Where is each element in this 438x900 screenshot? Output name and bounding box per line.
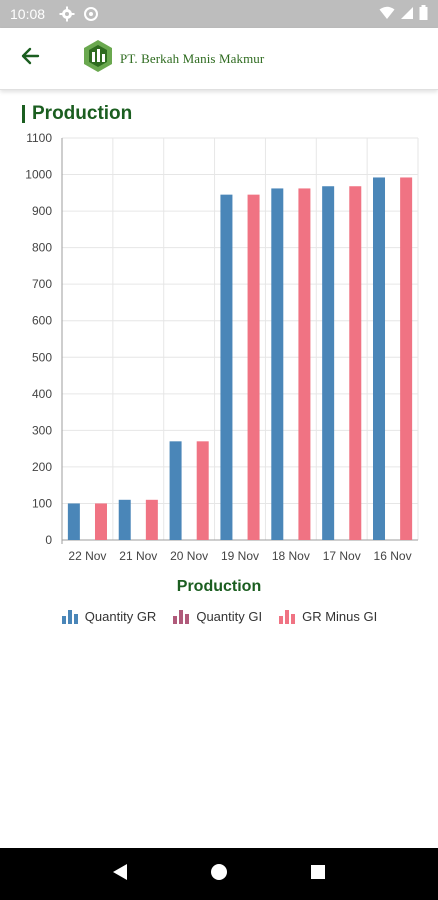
legend-label: Quantity GR xyxy=(84,608,157,624)
x-tick-label: 20 Nov xyxy=(170,549,208,563)
legend-item[interactable]: Quantity GI xyxy=(172,608,262,624)
x-tick-label: 17 Nov xyxy=(323,549,361,563)
bar-gr-minus-gi xyxy=(298,188,311,540)
bar-quantity-gr xyxy=(271,188,284,540)
chart-title: Production xyxy=(176,578,262,595)
data-saver-icon xyxy=(83,6,99,22)
legend-label: GR Minus GI xyxy=(302,608,378,624)
bar-chart-icon xyxy=(173,610,190,624)
y-tick-label: 300 xyxy=(32,423,52,437)
back-button[interactable] xyxy=(0,28,60,90)
nav-home-button[interactable] xyxy=(199,854,239,894)
x-tick-label: 16 Nov xyxy=(374,549,412,563)
x-tick-label: 22 Nov xyxy=(68,549,106,563)
bar-quantity-gr xyxy=(118,499,131,540)
y-tick-label: 700 xyxy=(32,277,52,291)
logo-text: PT. Berkah Manis Makmur xyxy=(120,50,265,66)
bar-gr-minus-gi xyxy=(196,441,209,540)
company-logo: PT. Berkah Manis Makmur xyxy=(80,38,264,79)
bar-gr-minus-gi xyxy=(349,186,362,541)
nav-back-button[interactable] xyxy=(100,854,140,894)
bar-gr-minus-gi xyxy=(94,503,107,540)
bar-gr-minus-gi xyxy=(247,194,260,540)
back-triangle-icon xyxy=(112,863,128,886)
x-tick-label: 19 Nov xyxy=(221,549,259,563)
page-title: Production xyxy=(22,103,132,125)
page-title-text: Production xyxy=(32,103,133,124)
bar-gr-minus-gi xyxy=(400,177,413,540)
x-tick-label: 21 Nov xyxy=(119,549,157,563)
status-time: 10:08 xyxy=(10,6,46,22)
wifi-icon xyxy=(379,6,395,23)
production-bar-chart: 0 100 200 300 400 500 600 700 800 900 1000 1100 22 N… xyxy=(25,131,419,563)
gear-icon xyxy=(59,6,75,22)
legend-item[interactable]: GR Minus GI xyxy=(278,608,377,624)
system-nav-bar xyxy=(0,848,438,900)
recents-square-icon xyxy=(310,864,326,885)
x-tick-label: 18 Nov xyxy=(272,549,310,563)
bar-quantity-gr xyxy=(67,503,80,540)
bar-gr-minus-gi xyxy=(145,499,158,540)
y-tick-label: 900 xyxy=(32,204,52,218)
y-tick-label: 1000 xyxy=(25,168,52,182)
y-tick-label: 400 xyxy=(32,387,52,401)
y-tick-label: 200 xyxy=(32,460,52,474)
chart-legend: Quantity GR Quantity GI GR Minus GI xyxy=(0,608,438,624)
app-bar: PT. Berkah Manis Makmur xyxy=(0,28,438,90)
bar-quantity-gr xyxy=(220,194,233,540)
arrow-left-icon xyxy=(19,45,41,72)
y-tick-label: 500 xyxy=(32,350,52,364)
legend-label: Quantity GI xyxy=(196,608,263,624)
battery-icon xyxy=(419,5,428,23)
bar-chart-icon xyxy=(279,610,296,624)
title-accent-bar xyxy=(22,105,25,123)
signal-icon xyxy=(400,6,414,23)
home-circle-icon xyxy=(210,863,228,886)
y-tick-label: 600 xyxy=(32,314,52,328)
bar-quantity-gr xyxy=(373,177,386,540)
y-tick-label: 1100 xyxy=(26,131,52,145)
y-tick-label: 100 xyxy=(32,496,52,510)
y-tick-label: 0 xyxy=(45,533,52,547)
logo-emblem-icon xyxy=(80,38,116,79)
legend-item[interactable]: Quantity GR xyxy=(61,608,157,624)
nav-recents-button[interactable] xyxy=(298,854,338,894)
bar-quantity-gr xyxy=(169,441,182,540)
y-tick-label: 800 xyxy=(32,241,52,255)
bar-chart-icon xyxy=(61,610,78,624)
bar-quantity-gr xyxy=(322,186,335,541)
status-bar: 10:08 xyxy=(0,0,438,28)
